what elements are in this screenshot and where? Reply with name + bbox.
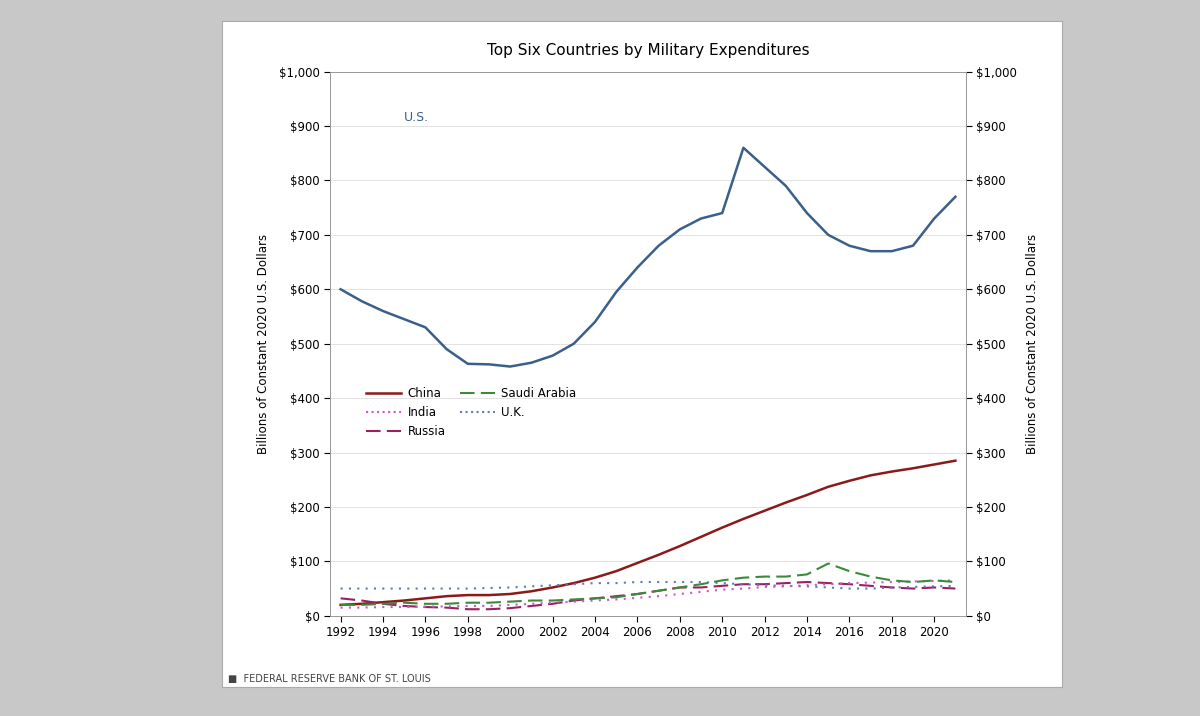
Text: U.S.: U.S. <box>404 110 430 124</box>
Y-axis label: Billions of Constant 2020 U.S. Dollars: Billions of Constant 2020 U.S. Dollars <box>257 233 270 454</box>
Title: Top Six Countries by Military Expenditures: Top Six Countries by Military Expenditur… <box>487 43 809 58</box>
Legend: China, India, Russia, Saudi Arabia, U.K.: China, India, Russia, Saudi Arabia, U.K. <box>361 382 581 442</box>
Text: ■  FEDERAL RESERVE BANK OF ST. LOUIS: ■ FEDERAL RESERVE BANK OF ST. LOUIS <box>228 674 431 684</box>
Y-axis label: Billions of Constant 2020 U.S. Dollars: Billions of Constant 2020 U.S. Dollars <box>1026 233 1039 454</box>
